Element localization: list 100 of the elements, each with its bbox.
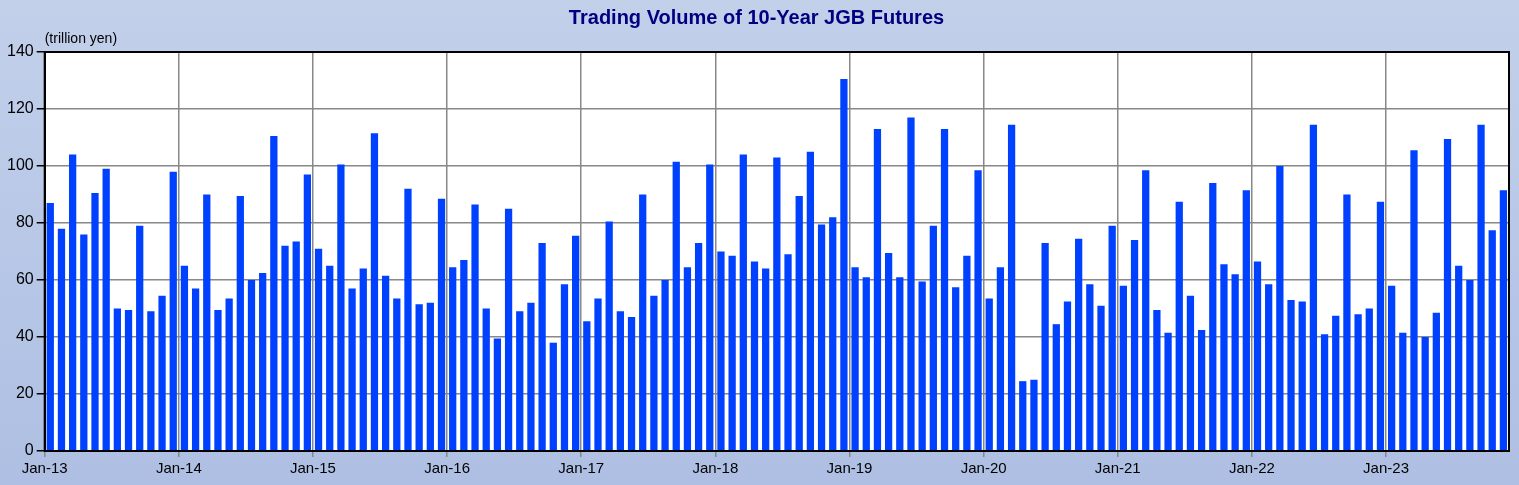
bar (829, 217, 837, 451)
bar (1041, 242, 1049, 451)
y-tick-label: 20 (15, 384, 34, 402)
bar (147, 311, 155, 451)
bar (1175, 201, 1183, 451)
bar (1197, 329, 1206, 451)
bar (1343, 194, 1351, 451)
bar (549, 342, 557, 451)
bar (538, 242, 546, 451)
y-tick-label: 100 (6, 156, 34, 174)
bar (1220, 264, 1228, 451)
bar (449, 267, 457, 451)
bar (80, 234, 88, 451)
bar (784, 254, 792, 451)
bar (717, 251, 725, 451)
x-tick-label: Jan-14 (155, 459, 202, 477)
bar (359, 268, 367, 451)
bar (1253, 261, 1262, 451)
x-tick-label: Jan-21 (1094, 459, 1141, 477)
bar (952, 287, 960, 451)
bar (169, 171, 177, 451)
bar (773, 157, 781, 451)
bar (124, 309, 133, 451)
bar (225, 298, 233, 451)
bar (896, 277, 904, 451)
bar (69, 154, 77, 451)
bar (1063, 301, 1072, 451)
y-tick-label: 40 (15, 327, 34, 345)
bar (1242, 190, 1250, 451)
bar (91, 193, 99, 451)
bar (1432, 312, 1440, 451)
x-tick-label: Jan-13 (21, 459, 68, 477)
bar (605, 221, 613, 451)
bar (314, 248, 323, 451)
bar (884, 252, 893, 451)
bar (627, 317, 636, 451)
bar (1298, 301, 1306, 451)
bar (996, 267, 1005, 451)
bar (460, 260, 468, 451)
bar (1119, 285, 1127, 451)
bar (1231, 274, 1239, 451)
bar (102, 168, 110, 451)
bar (1399, 332, 1407, 451)
bar (1276, 166, 1284, 451)
bar (504, 208, 513, 451)
bar (862, 277, 870, 451)
bar (639, 194, 647, 451)
bar (1209, 183, 1217, 451)
bar (281, 245, 289, 451)
bar (1309, 124, 1318, 451)
y-tick-label: 140 (6, 42, 34, 60)
x-tick-label: Jan-16 (424, 459, 471, 477)
bar (583, 321, 591, 451)
bar (180, 265, 189, 451)
bar (259, 272, 267, 451)
bar (1287, 299, 1295, 451)
bar (527, 302, 535, 451)
bar (1153, 309, 1161, 451)
bar (694, 242, 703, 451)
bar (303, 174, 312, 451)
bar (929, 225, 937, 451)
bar (750, 261, 759, 451)
bar (1097, 305, 1105, 451)
bar (393, 298, 401, 451)
bar (1164, 332, 1172, 451)
bar (113, 308, 121, 451)
bar (1421, 337, 1429, 451)
bar (1075, 238, 1083, 451)
bar (1388, 285, 1396, 451)
y-axis-title: (trillion yen) (44, 29, 118, 46)
bar (817, 224, 826, 451)
bar (471, 204, 479, 451)
bar (963, 255, 971, 451)
bar (203, 194, 211, 451)
bar (1130, 240, 1139, 451)
bar (985, 298, 993, 451)
bar (415, 304, 423, 451)
x-tick-label: Jan-20 (960, 459, 1007, 477)
x-tick-label: Jan-19 (826, 459, 873, 477)
bar (594, 298, 602, 451)
bar (616, 311, 624, 451)
bar (1030, 379, 1038, 451)
bar (437, 198, 446, 451)
bar (560, 284, 569, 451)
bar (940, 128, 949, 451)
bar (1488, 230, 1496, 451)
bar (158, 295, 166, 451)
bar (292, 241, 300, 451)
bar (918, 281, 926, 451)
bar (672, 161, 680, 451)
y-tick-label: 0 (24, 441, 34, 459)
bar (1019, 381, 1027, 451)
y-tick-label: 60 (15, 270, 34, 288)
bar (326, 265, 334, 451)
bar (1466, 280, 1474, 451)
bar (1376, 201, 1385, 451)
bar (191, 288, 200, 451)
y-tick-label: 80 (15, 213, 34, 231)
bar (762, 268, 770, 451)
bar (236, 195, 244, 451)
